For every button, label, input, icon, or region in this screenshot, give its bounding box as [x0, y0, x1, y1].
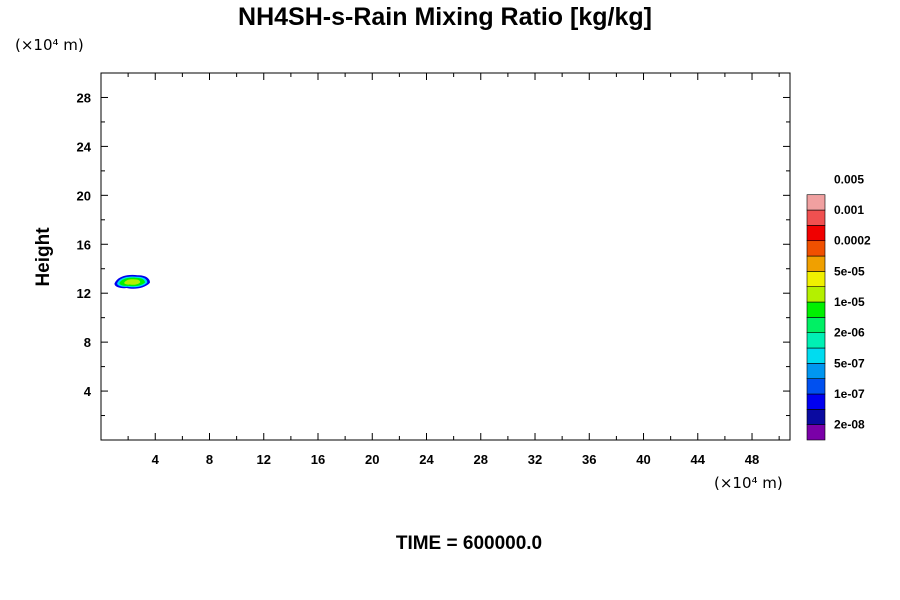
colorbar-swatch [806, 240, 826, 257]
x-tick-label: 32 [528, 452, 542, 467]
x-tick-label: 28 [474, 452, 488, 467]
colorbar-label: 2e-06 [834, 326, 865, 340]
y-tick-label: 24 [77, 139, 92, 154]
colorbar-label: 2e-08 [834, 418, 865, 432]
feature-core [124, 279, 141, 285]
colorbar-label: 0.001 [834, 203, 864, 217]
x-tick-label: 36 [582, 452, 596, 467]
x-tick-labels: 4 8 12 16 20 24 28 32 36 40 44 48 [152, 452, 760, 467]
colorbar-swatch [806, 347, 826, 364]
x-tick-label: 4 [152, 452, 160, 467]
time-label: TIME = 600000.0 [396, 533, 542, 554]
colorbar-swatch [806, 332, 826, 349]
x-tick-label: 8 [206, 452, 213, 467]
colorbar-swatch [806, 301, 826, 318]
colorbar: 2e-08 1e-07 5e-07 2e-06 1e-05 5e-05 0.0002 0.00… [806, 172, 871, 441]
x-tick-label: 40 [636, 452, 650, 467]
y-axis-label: Height [33, 227, 54, 287]
chart-title: NH4SH-s-Rain Mixing Ratio [kg/kg] [238, 3, 652, 31]
colorbar-label: 5e-07 [834, 356, 865, 370]
colorbar-swatch [806, 255, 826, 272]
colorbar-label: 0.005 [834, 172, 864, 186]
colorbar-swatch [806, 209, 826, 226]
x-tick-label: 20 [365, 452, 379, 467]
colorbar-label: 0.0002 [834, 234, 871, 248]
x-tick-label: 12 [257, 452, 271, 467]
colorbar-swatch [806, 378, 826, 395]
colorbar-swatch [806, 194, 826, 211]
colorbar-swatch [806, 271, 826, 287]
colorbar-swatch [806, 409, 826, 425]
y-tick-label: 4 [84, 384, 92, 399]
y-tick-labels: 4 8 12 16 20 24 28 [77, 90, 92, 399]
x-tick-label: 48 [745, 452, 759, 467]
colorbar-swatch [806, 363, 826, 379]
x-tick-label: 16 [311, 452, 325, 467]
x-tick-label: 44 [691, 452, 706, 467]
colorbar-swatch [806, 393, 826, 410]
y-tick-label: 20 [77, 188, 91, 203]
x-axis-units: (×10⁴ m) [714, 474, 783, 492]
colorbar-label: 5e-05 [834, 264, 865, 278]
colorbar-swatch [806, 317, 826, 333]
y-tick-label: 28 [77, 90, 91, 105]
colorbar-swatch [806, 424, 826, 441]
colorbar-label: 1e-05 [834, 295, 865, 309]
colorbar-swatch [806, 225, 826, 242]
colorbar-swatch [806, 286, 826, 303]
plot-area [100, 72, 791, 441]
y-tick-label: 8 [84, 335, 91, 350]
precip-feature [114, 274, 150, 289]
y-axis-units: (×10⁴ m) [15, 36, 84, 54]
axis-ticks [101, 73, 790, 440]
y-tick-label: 16 [77, 237, 91, 252]
colorbar-label: 1e-07 [834, 387, 865, 401]
y-tick-label: 12 [77, 286, 91, 301]
x-tick-label: 24 [419, 452, 434, 467]
